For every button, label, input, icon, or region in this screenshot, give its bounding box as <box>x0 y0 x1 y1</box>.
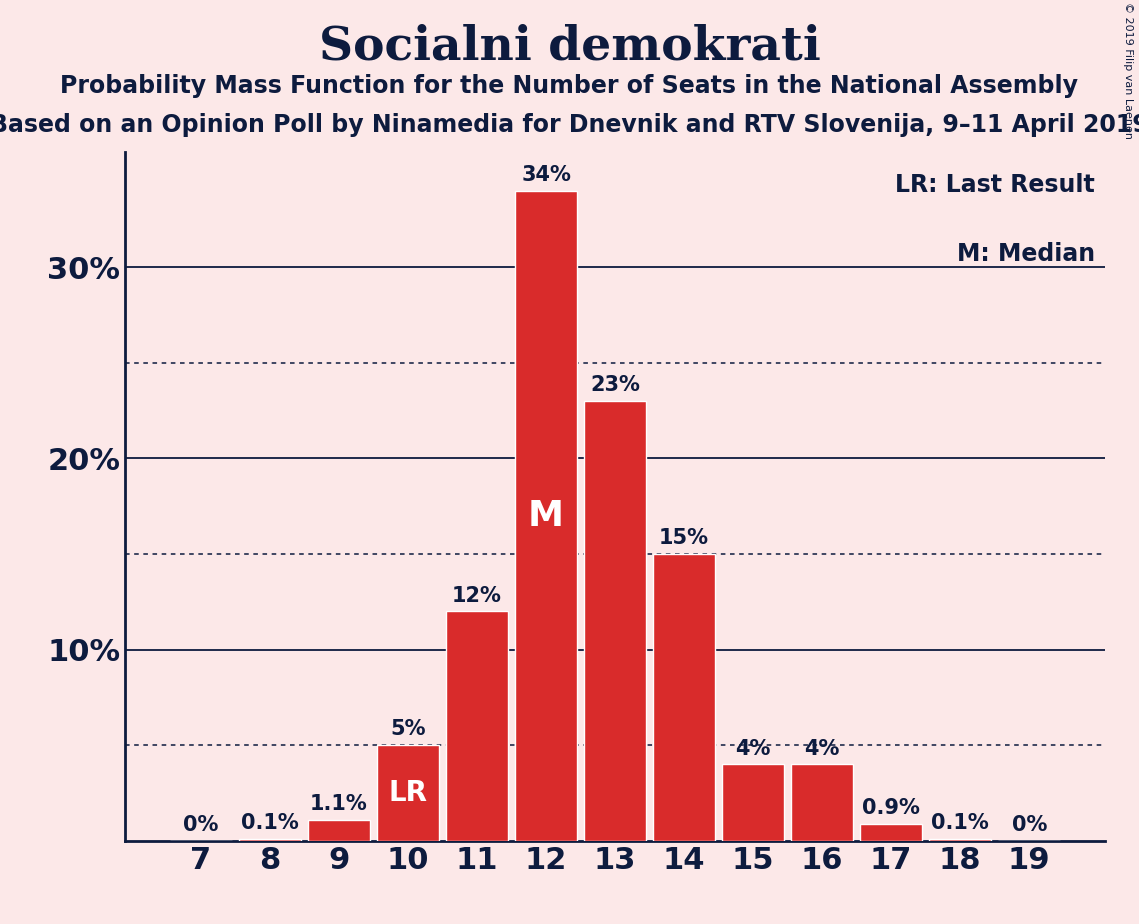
Bar <box>515 190 577 841</box>
Bar <box>308 820 370 841</box>
Text: LR: LR <box>388 779 427 807</box>
Text: M: M <box>528 499 564 533</box>
Text: © 2019 Filip van Laenen: © 2019 Filip van Laenen <box>1123 2 1133 139</box>
Text: 23%: 23% <box>590 375 640 395</box>
Bar <box>584 401 646 841</box>
Bar <box>653 554 715 841</box>
Text: Socialni demokrati: Socialni demokrati <box>319 23 820 69</box>
Text: 12%: 12% <box>452 586 502 605</box>
Bar <box>722 764 784 841</box>
Text: 5%: 5% <box>391 720 426 739</box>
Text: 0.9%: 0.9% <box>862 798 920 818</box>
Text: 15%: 15% <box>659 529 710 548</box>
Text: 4%: 4% <box>736 738 771 759</box>
Bar <box>929 839 991 841</box>
Text: 34%: 34% <box>521 165 571 185</box>
Text: 0.1%: 0.1% <box>241 813 298 833</box>
Text: 0%: 0% <box>183 815 219 835</box>
Text: LR: Last Result: LR: Last Result <box>895 173 1095 197</box>
Text: M: Median: M: Median <box>957 242 1095 266</box>
Text: 4%: 4% <box>804 738 839 759</box>
Bar <box>239 839 301 841</box>
Text: 0.1%: 0.1% <box>932 813 989 833</box>
Text: 0%: 0% <box>1011 815 1047 835</box>
Bar <box>377 746 439 841</box>
Text: 1.1%: 1.1% <box>310 794 368 814</box>
Bar <box>860 823 923 841</box>
Text: Probability Mass Function for the Number of Seats in the National Assembly: Probability Mass Function for the Number… <box>60 74 1079 98</box>
Text: Based on an Opinion Poll by Ninamedia for Dnevnik and RTV Slovenija, 9–11 April : Based on an Opinion Poll by Ninamedia fo… <box>0 113 1139 137</box>
Bar <box>792 764 853 841</box>
Bar <box>446 612 508 841</box>
